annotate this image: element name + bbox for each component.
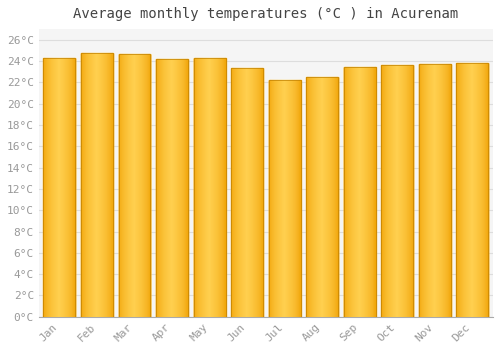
Bar (156, 59, 188, 317)
Bar (344, 68, 376, 317)
Bar (419, 64, 451, 317)
Bar (81, 52, 113, 317)
Bar (382, 65, 414, 317)
Title: Average monthly temperatures (°C ) in Acurenam: Average monthly temperatures (°C ) in Ac… (74, 7, 458, 21)
Bar (44, 58, 76, 317)
Bar (231, 69, 263, 317)
Bar (268, 80, 300, 317)
Bar (194, 58, 226, 317)
Bar (118, 54, 150, 317)
Bar (306, 77, 338, 317)
Bar (456, 63, 488, 317)
